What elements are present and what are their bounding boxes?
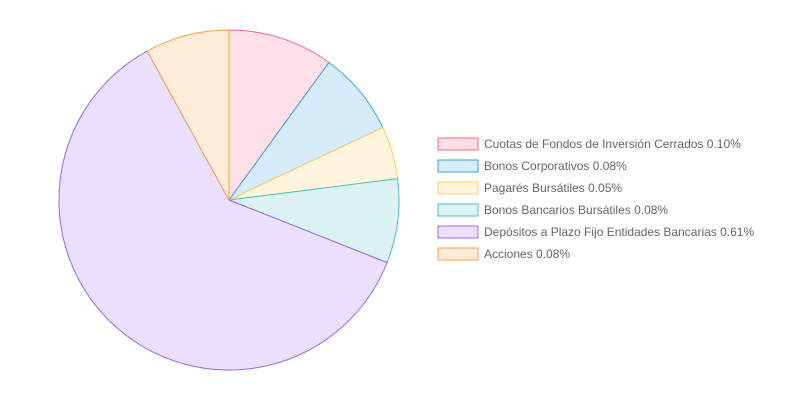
- legend-swatch-1[interactable]: [437, 159, 479, 173]
- pie-slices: [58, 29, 400, 371]
- pie-slice-0[interactable]: [228, 29, 330, 202]
- pie-slice-4[interactable]: [58, 50, 388, 371]
- legend-label-1[interactable]: Bonos Corporativos 0.08%: [484, 159, 627, 173]
- legend-label-0[interactable]: Cuotas de Fondos de Inversión Cerrados 0…: [484, 137, 741, 151]
- legend-label-2[interactable]: Pagarés Bursátiles 0.05%: [484, 181, 622, 195]
- legend: Cuotas de Fondos de Inversión Cerrados 0…: [437, 137, 754, 261]
- legend-label-3[interactable]: Bonos Bancarios Bursátiles 0.08%: [484, 203, 668, 217]
- legend-label-4[interactable]: Depósitos a Plazo Fijo Entidades Bancari…: [484, 225, 754, 239]
- legend-swatch-3[interactable]: [437, 203, 479, 217]
- legend-label-5[interactable]: Acciones 0.08%: [484, 247, 570, 261]
- legend-swatch-0[interactable]: [437, 137, 479, 151]
- legend-swatch-4[interactable]: [437, 225, 479, 239]
- legend-swatch-5[interactable]: [437, 247, 479, 261]
- legend-swatch-2[interactable]: [437, 181, 479, 195]
- pie-slice-5[interactable]: [146, 29, 230, 201]
